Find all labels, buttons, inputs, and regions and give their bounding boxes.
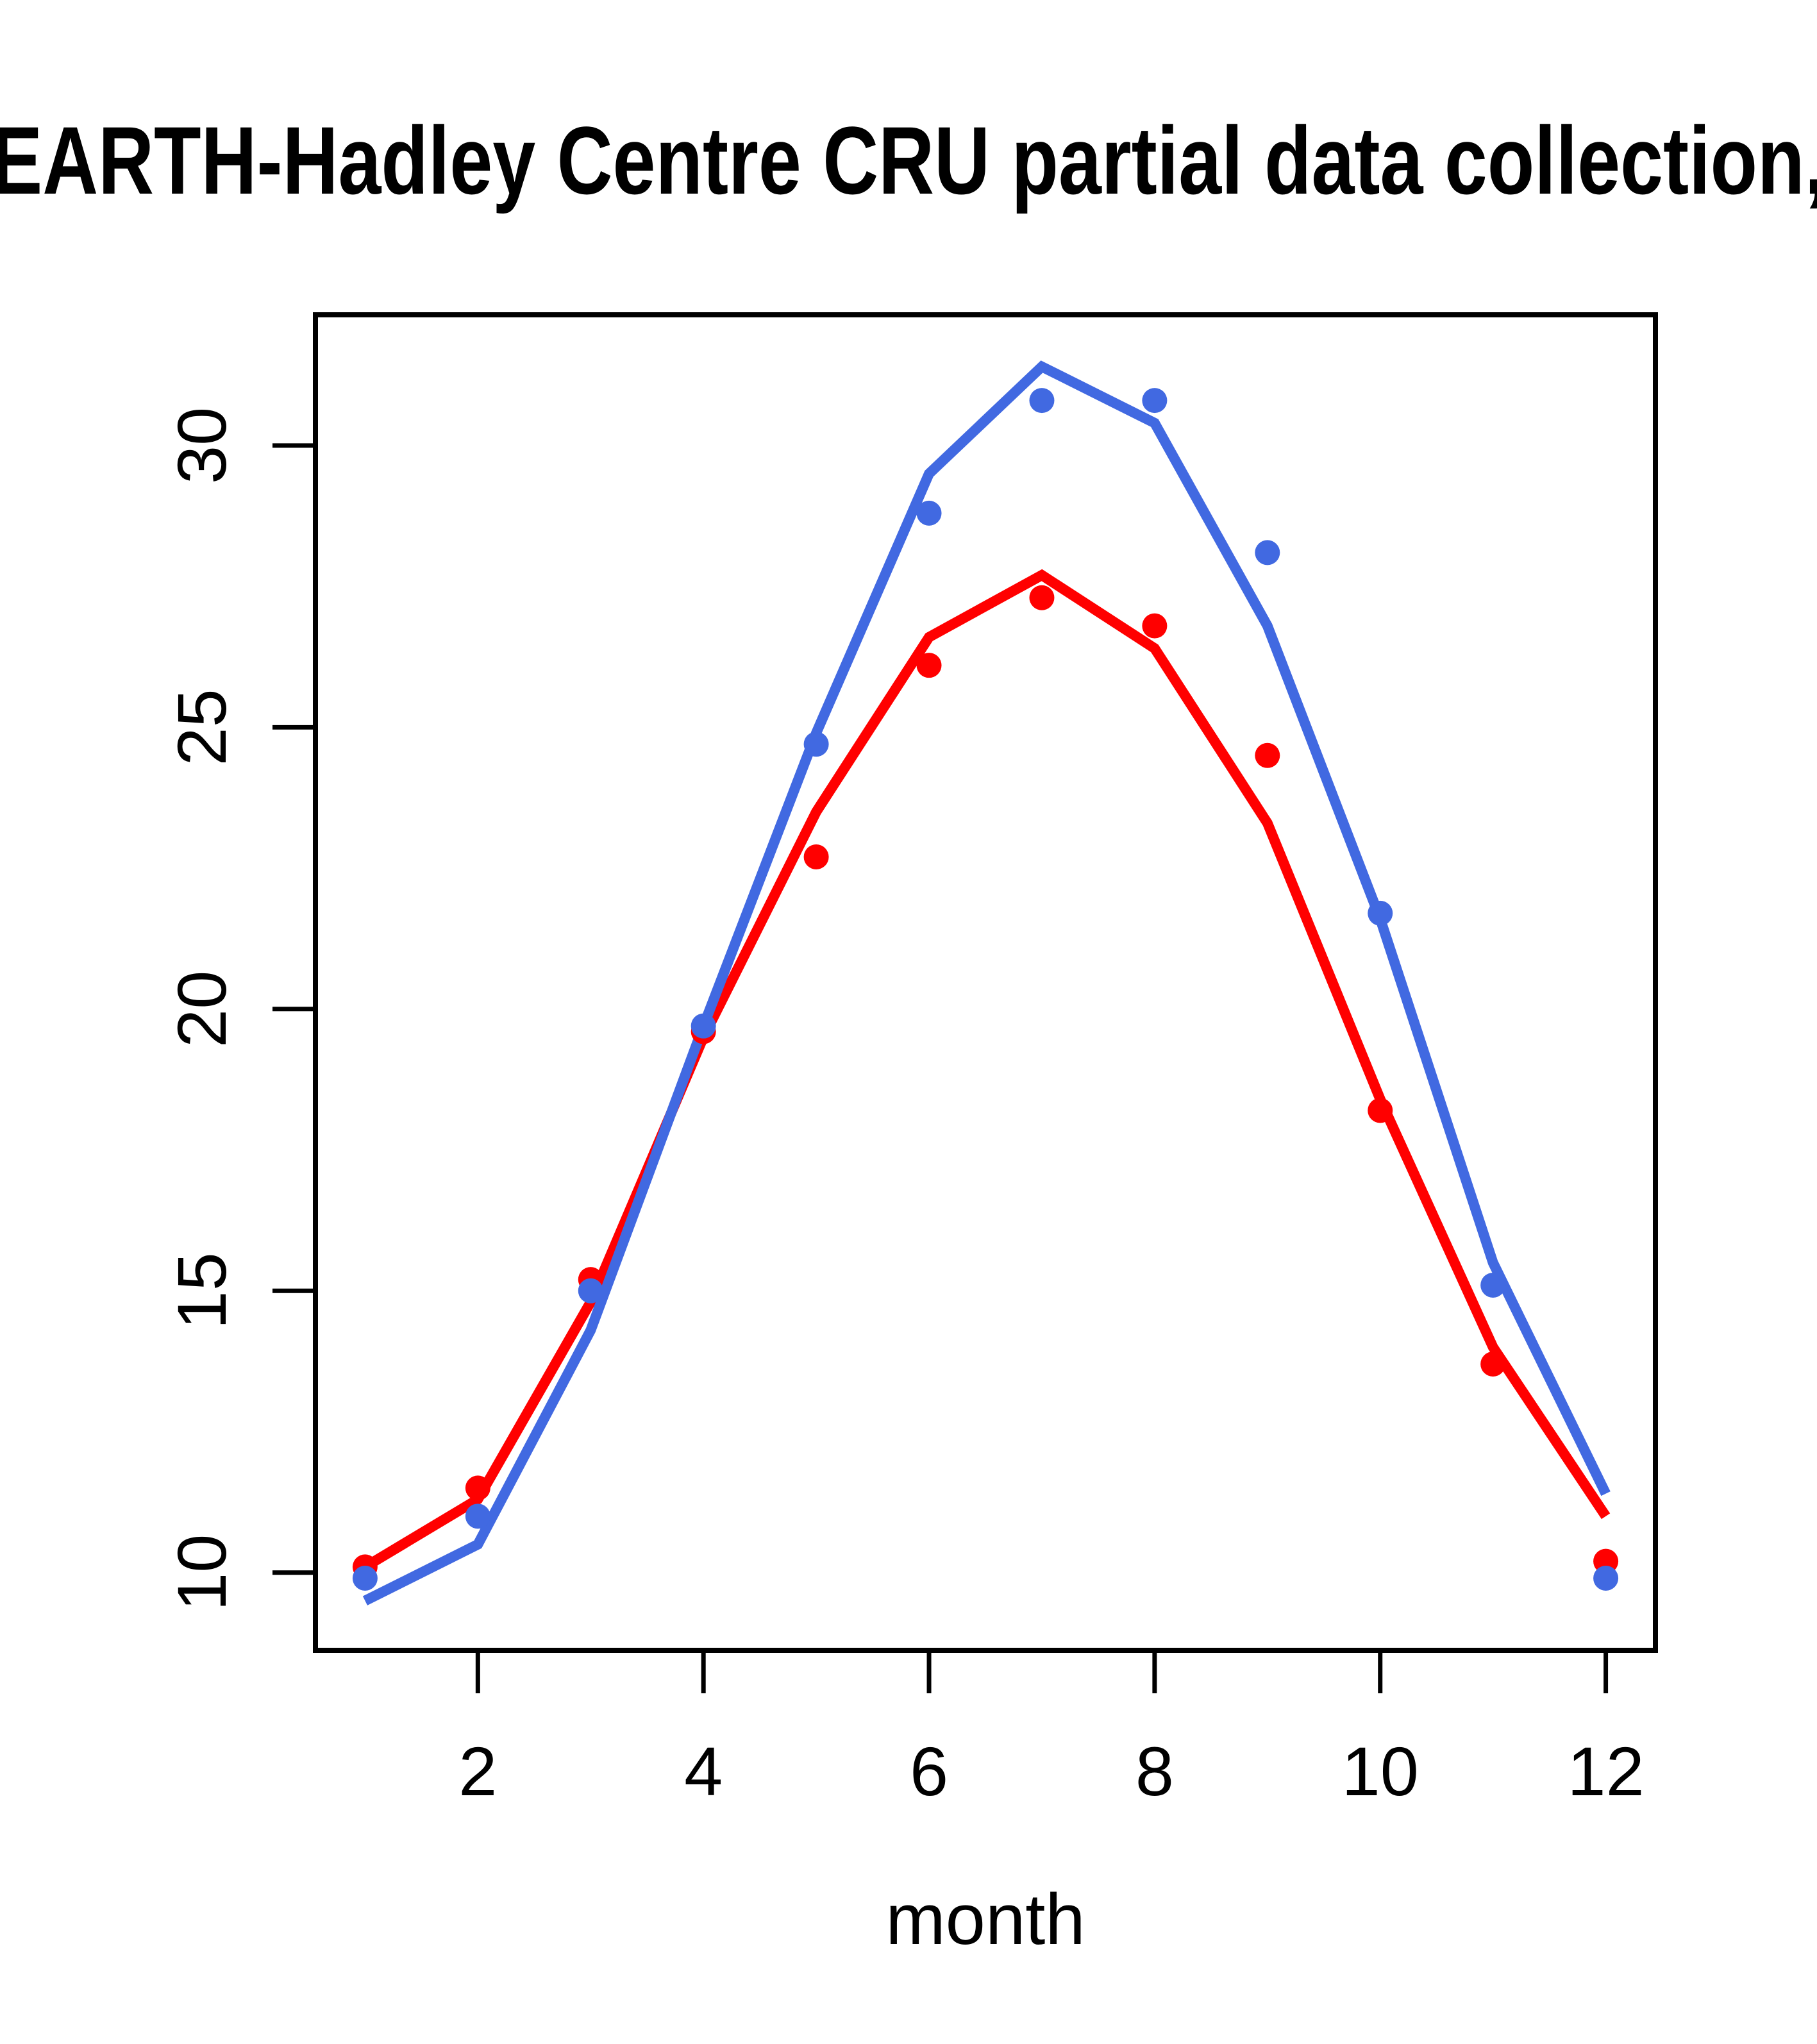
data-point [916, 500, 942, 526]
y-tick-label: 30 [163, 407, 240, 484]
x-tick-label: 6 [910, 1732, 948, 1810]
data-point [1368, 900, 1393, 926]
data-point [803, 844, 829, 870]
data-point [352, 1566, 378, 1591]
x-axis-label: month [885, 1879, 1085, 1959]
x-tick-label: 4 [684, 1732, 723, 1810]
chart-title: EARTH-Hadley Centre CRU partial data col… [0, 106, 1817, 214]
data-point [465, 1504, 490, 1529]
x-tick-label: 12 [1568, 1732, 1645, 1810]
data-point [465, 1475, 490, 1501]
series-layer [352, 360, 1619, 1605]
data-point [578, 1278, 603, 1303]
plot-box-border [313, 312, 1658, 1653]
y-tick-label: 20 [163, 971, 240, 1048]
data-point [691, 1013, 716, 1039]
data-point [1255, 742, 1280, 768]
data-point [1593, 1566, 1619, 1591]
x-tick-label: 10 [1342, 1732, 1419, 1810]
y-tick-label: 25 [163, 689, 240, 766]
data-point [1029, 585, 1055, 610]
data-point [1142, 613, 1168, 639]
series-blue-line [362, 360, 1611, 1605]
data-point [1480, 1352, 1506, 1377]
x-tick-label: 8 [1135, 1732, 1174, 1810]
data-point [1480, 1272, 1506, 1298]
data-point [1142, 388, 1168, 414]
x-tick-label: 2 [458, 1732, 497, 1810]
y-tick-label: 10 [163, 1534, 240, 1611]
y-tick-label: 15 [163, 1252, 240, 1329]
data-point [1029, 388, 1055, 414]
series-blue-points [352, 388, 1619, 1591]
data-point [1368, 1098, 1393, 1123]
data-point [1255, 540, 1280, 565]
axes-layer: 2 4 6 8 10 12 10 15 20 25 30 [163, 407, 1645, 1810]
data-point [916, 653, 942, 678]
data-point [803, 732, 829, 757]
series-red-line [362, 569, 1611, 1571]
